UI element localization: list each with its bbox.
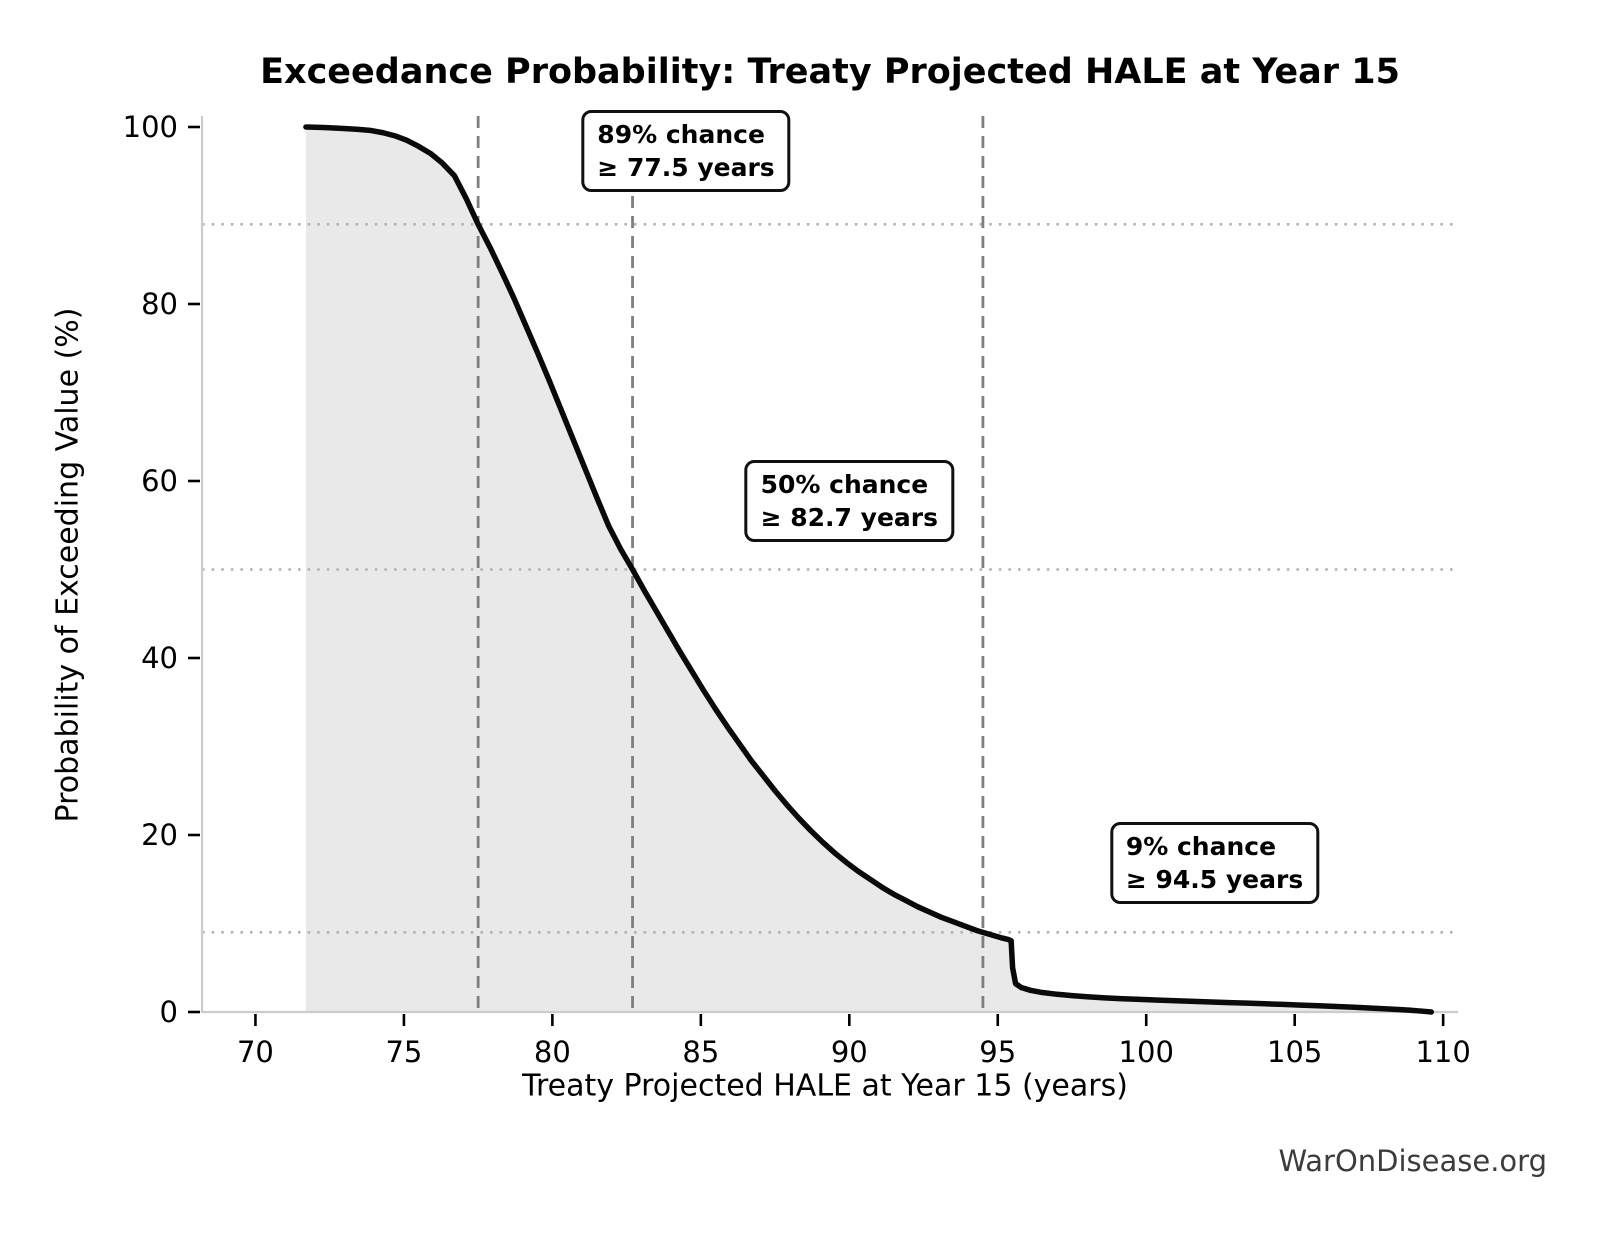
x-tick-label: 95 — [979, 1035, 1016, 1069]
y-tick-label: 80 — [141, 287, 178, 321]
annotation-line: ≥ 82.7 years — [760, 503, 938, 533]
chart-title: Exceedance Probability: Treaty Projected… — [260, 52, 1400, 92]
annotation-line: ≥ 77.5 years — [597, 152, 775, 182]
annotation-line: 9% chance — [1125, 832, 1277, 862]
annotation-50pct: 50% chance ≥ 82.7 years — [744, 460, 954, 543]
y-tick-label: 0 — [160, 995, 178, 1029]
y-axis-label: Probability of Exceeding Value (%) — [50, 307, 86, 823]
annotation-line: 89% chance — [597, 119, 765, 149]
exceedance-curve — [303, 124, 1435, 1015]
x-tick-label: 75 — [385, 1035, 422, 1069]
fill-area — [305, 127, 1432, 1012]
y-tick-label: 100 — [123, 110, 178, 144]
x-tick-label: 105 — [1267, 1035, 1322, 1069]
x-tick-label: 85 — [682, 1035, 719, 1069]
watermark: WarOnDisease.org — [1278, 1144, 1547, 1178]
annotation-line: 50% chance — [760, 470, 929, 500]
x-tick-label: 100 — [1119, 1035, 1174, 1069]
x-tick-label: 110 — [1415, 1035, 1470, 1069]
x-tick-label: 80 — [534, 1035, 571, 1069]
x-tick-label: 90 — [831, 1035, 868, 1069]
y-tick-label: 40 — [141, 641, 178, 675]
y-tick-label: 60 — [141, 464, 178, 498]
x-axis-label: Treaty Projected HALE at Year 15 (years) — [522, 1068, 1128, 1104]
y-tick-label: 20 — [141, 818, 178, 852]
annotation-line: ≥ 94.5 years — [1125, 865, 1304, 895]
annotation-89pct: 89% chance ≥ 77.5 years — [581, 109, 791, 192]
x-tick-label: 70 — [237, 1035, 274, 1069]
annotation-9pct: 9% chance ≥ 94.5 years — [1109, 822, 1320, 905]
